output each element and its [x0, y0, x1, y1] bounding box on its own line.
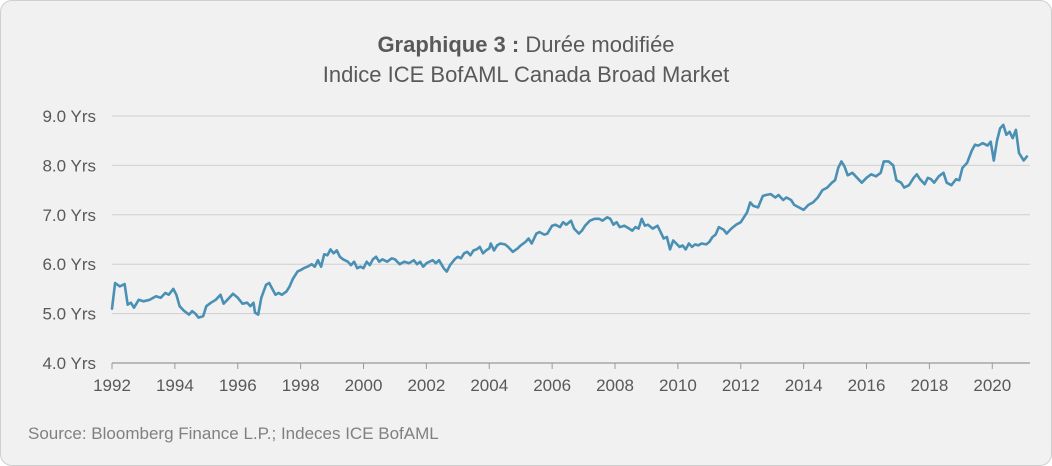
y-tick-label: 5.0 Yrs: [42, 305, 96, 324]
source-note: Source: Bloomberg Finance L.P.; Indeces …: [28, 424, 439, 443]
x-tick-label: 2002: [407, 376, 445, 395]
x-tick-label: 1992: [93, 376, 131, 395]
y-tick-label: 9.0 Yrs: [42, 107, 96, 126]
x-tick-label: 2012: [722, 376, 760, 395]
x-tick-label: 2020: [973, 376, 1011, 395]
x-tick-label: 2004: [470, 376, 508, 395]
x-tick-label: 2016: [848, 376, 886, 395]
chart-title-bold: Graphique 3 :: [377, 32, 520, 57]
y-tick-label: 8.0 Yrs: [42, 156, 96, 175]
y-tick-label: 4.0 Yrs: [42, 354, 96, 373]
x-tick-label: 1996: [219, 376, 257, 395]
chart-title-rest: Durée modifiée: [519, 32, 675, 57]
x-tick-label: 2006: [533, 376, 571, 395]
x-tick-label: 2014: [785, 376, 823, 395]
x-tick-label: 2018: [910, 376, 948, 395]
chart-title: Graphique 3 : Durée modifiée: [0, 30, 1052, 60]
x-tick-label: 1998: [282, 376, 320, 395]
x-tick-label: 1994: [156, 376, 194, 395]
chart-subtitle: Indice ICE BofAML Canada Broad Market: [322, 62, 730, 87]
x-tick-label: 2008: [596, 376, 634, 395]
x-tick-label: 2010: [659, 376, 697, 395]
x-tick-label: 2000: [345, 376, 383, 395]
series-line: [110, 123, 1029, 319]
y-tick-label: 7.0 Yrs: [42, 206, 96, 225]
y-tick-label: 6.0 Yrs: [42, 255, 96, 274]
